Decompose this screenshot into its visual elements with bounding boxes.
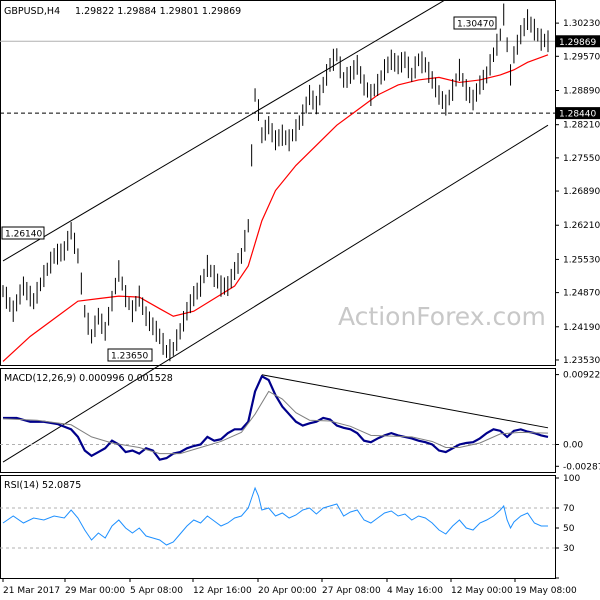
level-label-box <box>107 348 153 362</box>
price-bars <box>2 3 549 362</box>
watermark: ActionForex.com <box>338 302 546 331</box>
macd-tick-label: -0.002879 <box>563 462 600 472</box>
price-axis-ticks: 1.30230 1.29570 1.28890 1.284401.28210 1.275… <box>555 19 600 366</box>
current-price-tag-box <box>556 35 600 48</box>
price-tick-label: 1.30230 <box>563 19 600 29</box>
macd-panel-frame <box>0 368 556 473</box>
rsi-panel-frame <box>0 475 556 579</box>
current-price-tag-text: 1.29869 <box>559 38 596 48</box>
x-axis-ticks: 21 Mar 2017 29 Mar 00:00 5 Apr 08:00 12 Apr… <box>2 578 577 596</box>
price-tick-label: 1.28210 <box>563 121 600 131</box>
rsi-tick-label: 30 <box>563 544 575 554</box>
rsi-series: 100 70 50 30 <box>0 474 580 579</box>
rsi-line <box>2 486 548 546</box>
level-label-text: 1.30470 <box>457 20 494 30</box>
macd-series: 0.009227 0.00 -0.002879 <box>0 371 600 472</box>
current-price-tag: 1.29869 <box>556 35 600 48</box>
x-tick-label: 4 May 16:00 <box>387 586 443 596</box>
rsi-tick-label: 70 <box>563 504 575 514</box>
price-level-labels: 1.30470 1.26140 1.23650 1.29869 1.28440 <box>1 16 600 362</box>
macd-trendline-line <box>261 374 549 429</box>
x-tick-label: 20 Apr 00:00 <box>258 586 317 596</box>
level-label-box <box>453 16 497 30</box>
level-label-box <box>1 226 45 240</box>
macd-signal-line <box>2 390 549 455</box>
price-tick-label: 1.26890 <box>563 187 600 197</box>
rsi-tick-label: 50 <box>563 524 575 534</box>
macd-header: MACD(12,26,9) 0.000996 0.001528 <box>4 373 173 384</box>
x-tick-label: 19 May 08:00 <box>515 586 577 596</box>
level-label-text: 1.23650 <box>111 352 148 362</box>
price-tick-label: 1.27550 <box>563 154 600 164</box>
channel-lower-line <box>2 124 549 463</box>
macd-macd-line <box>3 374 549 461</box>
price-tick-label: 1.28890 <box>563 86 600 96</box>
rsi-header: RSI(14) 52.0875 <box>4 480 81 491</box>
price-header-symbol: GBPUSD,H4 <box>4 6 60 17</box>
x-tick-label: 5 Apr 08:00 <box>130 586 183 596</box>
price-tick-label: 1.23530 <box>563 356 600 366</box>
x-tick-label: 27 Apr 08:00 <box>322 586 381 596</box>
price-tick-label: 1.26210 <box>563 221 600 231</box>
price-panel-frame <box>0 0 556 366</box>
price-tick-label: 1.24190 <box>563 323 600 333</box>
price-tick-label: 1.24870 <box>563 289 600 299</box>
support-level-tag: 1.28440 <box>556 107 600 120</box>
price-tick-label: 1.29570 <box>563 52 600 62</box>
support-level-tag-text: 1.28440 <box>559 110 596 120</box>
macd-tick-label: 0.009227 <box>563 371 600 381</box>
x-tick-label: 12 May 00:00 <box>451 586 513 596</box>
rsi-tick-label: 100 <box>563 474 580 484</box>
x-tick-label: 29 Mar 00:00 <box>65 586 125 596</box>
price-lines <box>0 0 555 463</box>
support-level-tag-box <box>556 107 600 120</box>
x-tick-label: 12 Apr 16:00 <box>193 586 252 596</box>
level-label-text: 1.26140 <box>5 230 42 240</box>
price-tick-label: 1.25530 <box>563 255 600 265</box>
x-tick-label: 21 Mar 2017 <box>3 586 60 596</box>
macd-tick-label: 0.00 <box>563 440 583 450</box>
price-header-ohlc: 1.29822 1.29884 1.29801 1.29869 <box>75 6 241 17</box>
channel-upper-line <box>2 0 446 262</box>
